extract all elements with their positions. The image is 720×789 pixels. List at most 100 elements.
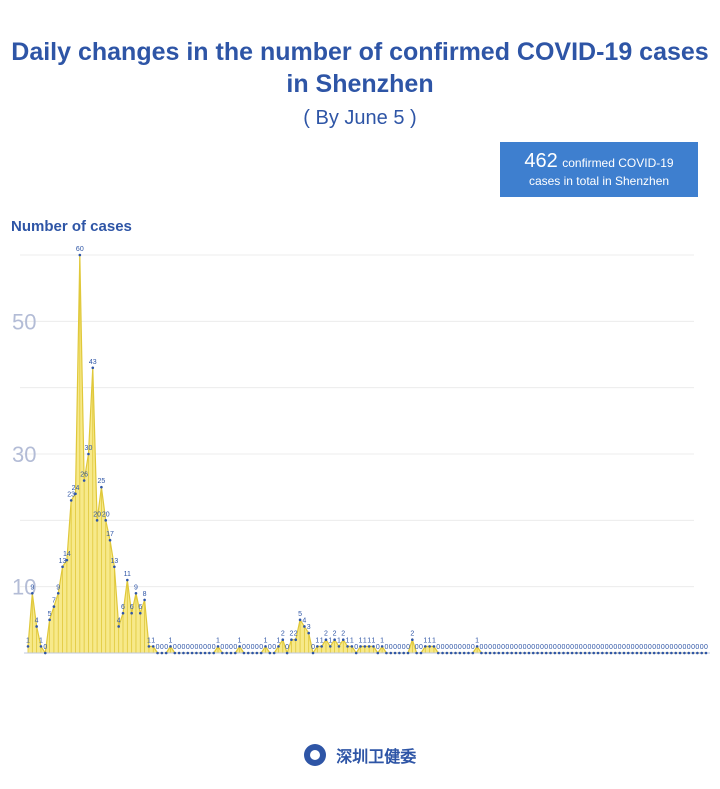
data-label: 0 <box>311 644 315 651</box>
data-label: 0 <box>665 644 669 651</box>
data-point <box>514 651 518 655</box>
data-point <box>229 651 233 655</box>
data-point <box>592 651 596 655</box>
data-label: 1 <box>151 637 155 644</box>
data-label: 0 <box>678 644 682 651</box>
health-commission-logo-icon <box>303 744 326 766</box>
data-label: 0 <box>609 644 613 651</box>
data-point <box>272 651 276 655</box>
data-label: 1 <box>264 637 268 644</box>
data-label: 20 <box>102 511 110 518</box>
data-label: 0 <box>510 644 514 651</box>
data-point <box>570 651 574 655</box>
data-label: 1 <box>277 637 281 644</box>
data-point <box>670 651 673 655</box>
data-label: 7 <box>52 598 56 605</box>
data-label: 0 <box>393 644 397 651</box>
data-label: 0 <box>207 644 211 651</box>
data-point <box>337 645 341 648</box>
total-cases-number: 462 <box>524 150 558 172</box>
data-point <box>506 651 509 655</box>
data-label: 1 <box>475 637 479 644</box>
data-label: 0 <box>199 644 203 651</box>
data-point <box>467 651 470 655</box>
data-point <box>87 452 90 456</box>
data-label: 0 <box>691 644 695 651</box>
data-label: 0 <box>626 644 630 651</box>
data-label: 0 <box>190 644 194 651</box>
data-point <box>173 651 177 655</box>
data-label: 0 <box>246 644 250 651</box>
data-label: 0 <box>613 644 617 651</box>
data-label: 0 <box>186 644 190 651</box>
data-label: 25 <box>98 478 106 485</box>
y-tick-label: 50 <box>12 309 36 334</box>
data-label: 0 <box>419 644 423 651</box>
data-label: 1 <box>350 637 354 644</box>
data-point <box>531 651 535 655</box>
data-point <box>56 592 60 595</box>
data-point <box>501 651 505 655</box>
cases-chart: 1030501941057913142324602630432025201713… <box>12 246 710 655</box>
data-label: 0 <box>449 644 453 651</box>
data-point <box>579 651 583 655</box>
data-point <box>644 651 647 655</box>
data-label: 0 <box>514 644 518 651</box>
data-label: 0 <box>251 644 255 651</box>
data-point <box>199 651 203 655</box>
data-label: 0 <box>233 644 237 651</box>
data-point <box>311 651 315 655</box>
data-point <box>415 651 418 655</box>
data-label: 0 <box>570 644 574 651</box>
data-label: 0 <box>531 644 535 651</box>
data-label: 0 <box>225 644 229 651</box>
data-label: 0 <box>164 644 168 651</box>
data-label: 0 <box>700 644 704 651</box>
data-point <box>359 645 362 648</box>
data-point <box>333 638 336 642</box>
data-point <box>95 519 99 522</box>
data-point <box>566 651 570 655</box>
data-point <box>626 651 630 655</box>
data-label: 0 <box>631 644 635 651</box>
data-label: 0 <box>635 644 639 651</box>
data-label: 30 <box>85 445 93 452</box>
data-point <box>484 651 488 655</box>
data-point <box>195 651 198 655</box>
data-label: 0 <box>43 644 47 651</box>
data-label: 0 <box>544 644 548 651</box>
data-label: 0 <box>203 644 207 651</box>
data-point <box>497 651 501 655</box>
data-label: 9 <box>134 584 138 591</box>
data-point <box>35 625 38 628</box>
data-label: 0 <box>704 644 708 651</box>
data-point <box>639 651 643 655</box>
data-point <box>389 651 393 655</box>
data-label: 0 <box>458 644 462 651</box>
data-point <box>652 651 656 655</box>
data-point <box>674 651 678 655</box>
data-label: 0 <box>669 644 673 651</box>
data-point <box>303 625 306 628</box>
data-point <box>475 645 479 648</box>
data-label: 0 <box>497 644 501 651</box>
data-label: 0 <box>156 644 160 651</box>
data-point <box>480 651 483 655</box>
data-point <box>454 651 457 655</box>
data-label: 0 <box>540 644 544 651</box>
data-label: 2 <box>281 631 285 638</box>
data-point <box>436 651 440 655</box>
data-label: 0 <box>285 644 289 651</box>
data-point <box>648 651 652 655</box>
data-point <box>622 651 626 655</box>
data-point <box>536 651 539 655</box>
data-point <box>298 618 302 622</box>
data-label: 0 <box>441 644 445 651</box>
data-label: 0 <box>687 644 691 651</box>
data-label: 11 <box>124 571 131 578</box>
data-point <box>320 645 323 648</box>
data-point <box>549 651 552 655</box>
data-label: 0 <box>484 644 488 651</box>
data-label: 14 <box>63 551 71 558</box>
data-point <box>683 651 686 655</box>
